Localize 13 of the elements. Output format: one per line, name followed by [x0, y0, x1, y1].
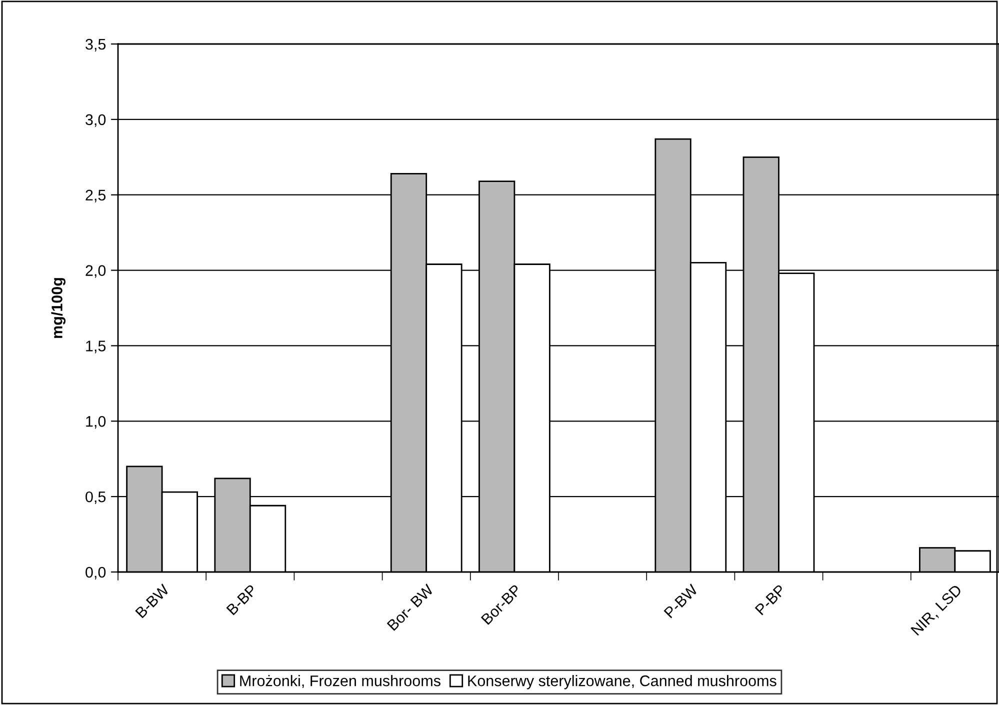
legend-label: Mrożonki, Frozen mushrooms [240, 675, 440, 688]
x-tick-label: NIR, LSD [910, 584, 964, 638]
y-tick-label: 0,5 [86, 491, 106, 504]
legend-label: Konserwy sterylizowane, Canned mushrooms [468, 675, 776, 690]
y-tick-label: 2,0 [86, 265, 106, 278]
y-axis-title: mg/100g [51, 278, 66, 338]
y-tick-label: 1,5 [86, 340, 106, 354]
y-tick-label: 2,5 [86, 190, 106, 202]
x-tick-label: Bor- BW [386, 584, 434, 631]
y-tick-label: 3,5 [86, 38, 106, 52]
y-tick-label: 1,0 [86, 416, 106, 429]
y-tick-label: 3,0 [86, 114, 106, 127]
y-tick-label: 0,0 [86, 566, 106, 580]
